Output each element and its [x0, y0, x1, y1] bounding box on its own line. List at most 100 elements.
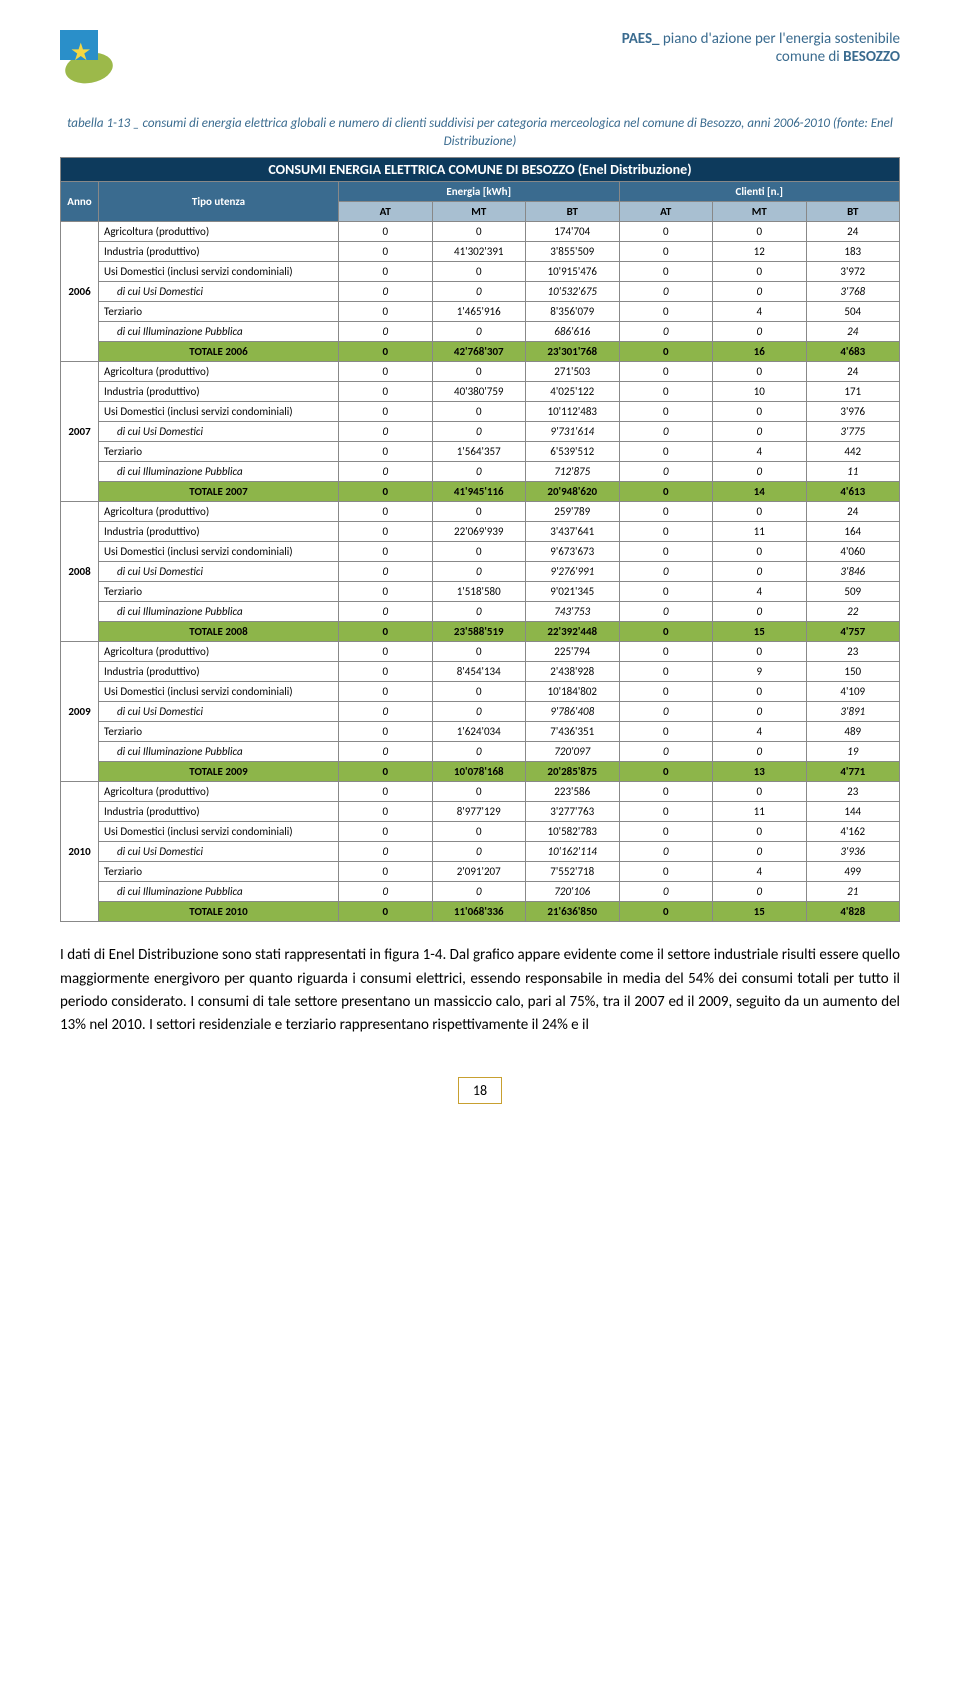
col-group-clienti: Clienti [n.] — [619, 182, 900, 202]
value-cell: 10'915'476 — [526, 262, 620, 282]
value-cell: 0 — [619, 662, 713, 682]
total-value: 0 — [619, 762, 713, 782]
year-cell: 2007 — [61, 362, 99, 502]
row-label: Industria (produttivo) — [99, 802, 339, 822]
total-value: 23'588'519 — [432, 622, 526, 642]
table-row: Usi Domestici (inclusi servizi condomini… — [61, 542, 900, 562]
value-cell: 0 — [713, 822, 807, 842]
value-cell: 22'069'939 — [432, 522, 526, 542]
value-cell: 10'532'675 — [526, 282, 620, 302]
year-cell: 2006 — [61, 222, 99, 362]
value-cell: 0 — [432, 562, 526, 582]
value-cell: 0 — [619, 802, 713, 822]
value-cell: 0 — [432, 422, 526, 442]
table-row: 2006Agricoltura (produttivo)00174'704002… — [61, 222, 900, 242]
table-row: di cui Usi Domestici009'276'991003'846 — [61, 562, 900, 582]
value-cell: 0 — [432, 782, 526, 802]
value-cell: 0 — [432, 842, 526, 862]
value-cell: 7'436'351 — [526, 722, 620, 742]
value-cell: 0 — [432, 462, 526, 482]
total-value: 23'301'768 — [526, 342, 620, 362]
table-row: di cui Usi Domestici009'731'614003'775 — [61, 422, 900, 442]
subcol-header: AT — [619, 202, 713, 222]
value-cell: 0 — [619, 722, 713, 742]
total-value: 14 — [713, 482, 807, 502]
table-row: di cui Usi Domestici0010'532'675003'768 — [61, 282, 900, 302]
value-cell: 3'891 — [806, 702, 900, 722]
value-cell: 0 — [432, 682, 526, 702]
value-cell: 11 — [713, 522, 807, 542]
value-cell: 0 — [619, 842, 713, 862]
table-row: 2010Agricoltura (produttivo)00223'586002… — [61, 782, 900, 802]
table-row: Terziario01'564'3576'539'51204442 — [61, 442, 900, 462]
value-cell: 0 — [339, 222, 433, 242]
row-label: Terziario — [99, 582, 339, 602]
row-label: Terziario — [99, 722, 339, 742]
row-label: Industria (produttivo) — [99, 662, 339, 682]
total-value: 4'771 — [806, 762, 900, 782]
total-row: TOTALE 2009010'078'16820'285'8750134'771 — [61, 762, 900, 782]
value-cell: 0 — [339, 422, 433, 442]
value-cell: 720'106 — [526, 882, 620, 902]
value-cell: 1'564'357 — [432, 442, 526, 462]
value-cell: 0 — [432, 262, 526, 282]
year-cell: 2009 — [61, 642, 99, 782]
value-cell: 6'539'512 — [526, 442, 620, 462]
value-cell: 0 — [339, 802, 433, 822]
value-cell: 0 — [619, 742, 713, 762]
value-cell: 0 — [432, 282, 526, 302]
value-cell: 271'503 — [526, 362, 620, 382]
total-value: 41'945'116 — [432, 482, 526, 502]
table-row: Industria (produttivo)022'069'9393'437'6… — [61, 522, 900, 542]
table-row: di cui Illuminazione Pubblica00743'75300… — [61, 602, 900, 622]
table-row: Terziario01'624'0347'436'35104489 — [61, 722, 900, 742]
value-cell: 7'552'718 — [526, 862, 620, 882]
value-cell: 3'768 — [806, 282, 900, 302]
value-cell: 0 — [619, 582, 713, 602]
value-cell: 0 — [339, 562, 433, 582]
header-line2-prefix: comune di — [776, 48, 843, 66]
total-row: TOTALE 2006042'768'30723'301'7680164'683 — [61, 342, 900, 362]
value-cell: 0 — [619, 782, 713, 802]
total-value: 0 — [339, 902, 433, 922]
value-cell: 0 — [339, 282, 433, 302]
subcol-header: BT — [526, 202, 620, 222]
value-cell: 10'582'783 — [526, 822, 620, 842]
value-cell: 442 — [806, 442, 900, 462]
value-cell: 0 — [619, 702, 713, 722]
row-label: Usi Domestici (inclusi servizi condomini… — [99, 822, 339, 842]
total-value: 0 — [339, 342, 433, 362]
energy-consumption-table: CONSUMI ENERGIA ELETTRICA COMUNE DI BESO… — [60, 157, 900, 922]
value-cell: 0 — [619, 882, 713, 902]
value-cell: 10 — [713, 382, 807, 402]
value-cell: 4 — [713, 722, 807, 742]
total-value: 0 — [619, 482, 713, 502]
value-cell: 150 — [806, 662, 900, 682]
value-cell: 0 — [619, 542, 713, 562]
total-value: 4'683 — [806, 342, 900, 362]
table-row: di cui Illuminazione Pubblica00686'61600… — [61, 322, 900, 342]
value-cell: 0 — [713, 222, 807, 242]
value-cell: 0 — [619, 522, 713, 542]
total-value: 15 — [713, 622, 807, 642]
value-cell: 4'060 — [806, 542, 900, 562]
table-row: Usi Domestici (inclusi servizi condomini… — [61, 402, 900, 422]
row-label: Agricoltura (produttivo) — [99, 782, 339, 802]
value-cell: 3'277'763 — [526, 802, 620, 822]
value-cell: 0 — [339, 682, 433, 702]
subcol-header: BT — [806, 202, 900, 222]
value-cell: 4 — [713, 442, 807, 462]
value-cell: 259'789 — [526, 502, 620, 522]
value-cell: 225'794 — [526, 642, 620, 662]
table-caption: tabella 1-13 _ consumi di energia elettr… — [60, 115, 900, 151]
total-value: 16 — [713, 342, 807, 362]
subcol-header: MT — [432, 202, 526, 222]
value-cell: 0 — [713, 842, 807, 862]
value-cell: 12 — [713, 242, 807, 262]
header-text: PAES_ piano d'azione per l'energia soste… — [622, 30, 900, 66]
value-cell: 0 — [339, 642, 433, 662]
value-cell: 0 — [713, 362, 807, 382]
value-cell: 0 — [339, 502, 433, 522]
total-label: TOTALE 2006 — [99, 342, 339, 362]
value-cell: 24 — [806, 322, 900, 342]
